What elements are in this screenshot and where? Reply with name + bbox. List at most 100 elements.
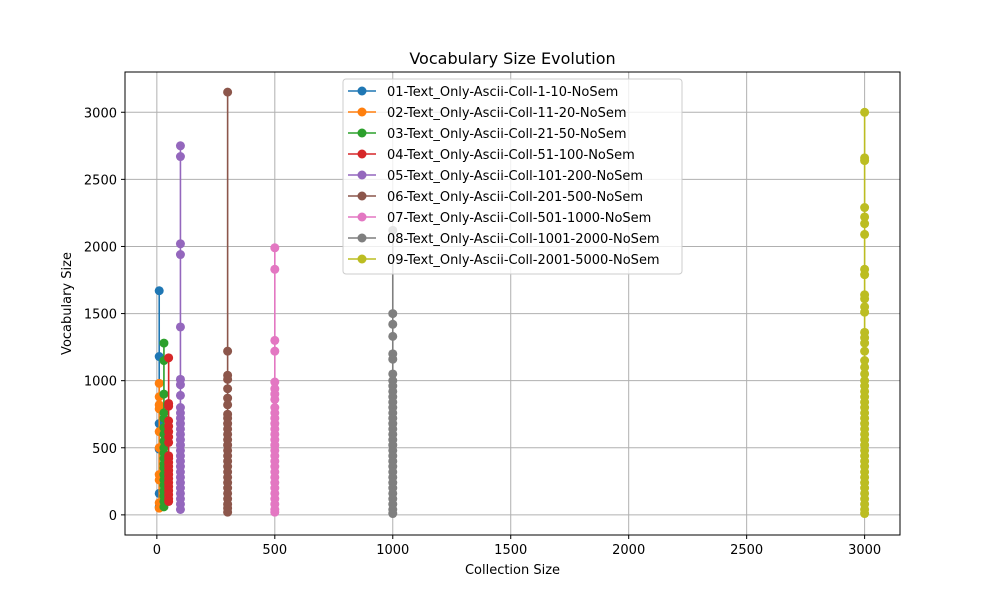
data-point bbox=[223, 346, 233, 356]
data-point bbox=[388, 369, 398, 379]
legend-label: 03-Text_Only-Ascii-Coll-21-50-NoSem bbox=[387, 127, 627, 142]
data-point bbox=[860, 229, 870, 239]
legend-marker bbox=[357, 86, 367, 96]
data-point bbox=[270, 243, 280, 253]
data-point bbox=[860, 338, 870, 348]
legend: 01-Text_Only-Ascii-Coll-1-10-NoSem 02-Tex… bbox=[342, 78, 683, 275]
legend-marker bbox=[357, 233, 367, 243]
series-9 bbox=[860, 107, 870, 519]
data-point bbox=[860, 270, 870, 280]
series-6 bbox=[223, 87, 233, 517]
legend-box bbox=[342, 78, 683, 275]
legend-marker bbox=[357, 128, 367, 138]
legend-marker bbox=[357, 170, 367, 180]
data-point bbox=[860, 219, 870, 229]
x-tick-label: 500 bbox=[262, 543, 287, 558]
legend-label: 09-Text_Only-Ascii-Coll-2001-5000-NoSem bbox=[387, 253, 660, 268]
legend-marker bbox=[357, 107, 367, 117]
legend-item: 02-Text_Only-Ascii-Coll-11-20-NoSem bbox=[348, 106, 627, 121]
data-point bbox=[388, 331, 398, 341]
data-point bbox=[223, 384, 233, 394]
legend-marker bbox=[357, 191, 367, 201]
x-tick-label: 1000 bbox=[376, 543, 409, 558]
data-point bbox=[175, 152, 185, 162]
x-tick-label: 1500 bbox=[494, 543, 527, 558]
legend-item: 06-Text_Only-Ascii-Coll-201-500-NoSem bbox=[348, 190, 643, 205]
legend-item: 03-Text_Only-Ascii-Coll-21-50-NoSem bbox=[348, 127, 627, 142]
x-axis-label: Collection Size bbox=[465, 563, 560, 578]
y-tick-label: 3000 bbox=[84, 106, 117, 121]
data-point bbox=[164, 437, 174, 447]
legend-item: 07-Text_Only-Ascii-Coll-501-1000-NoSem bbox=[348, 211, 651, 226]
legend-marker bbox=[357, 212, 367, 222]
data-point bbox=[270, 394, 280, 404]
data-point bbox=[860, 509, 870, 519]
y-tick-label: 500 bbox=[92, 442, 117, 457]
legend-item: 04-Text_Only-Ascii-Coll-51-100-NoSem bbox=[348, 148, 635, 163]
data-point bbox=[270, 335, 280, 345]
data-point bbox=[175, 239, 185, 249]
legend-marker bbox=[357, 149, 367, 159]
data-point bbox=[175, 141, 185, 151]
data-point bbox=[860, 369, 870, 379]
series-8 bbox=[388, 225, 398, 519]
y-axis-label: Vocabulary Size bbox=[60, 252, 75, 355]
data-point bbox=[223, 400, 233, 410]
data-point bbox=[164, 353, 174, 363]
data-point bbox=[164, 496, 174, 506]
y-tick-label: 0 bbox=[109, 509, 117, 524]
series-5 bbox=[175, 141, 185, 515]
data-point bbox=[159, 389, 169, 399]
legend-label: 04-Text_Only-Ascii-Coll-51-100-NoSem bbox=[387, 148, 635, 163]
data-point bbox=[860, 356, 870, 366]
data-point bbox=[860, 362, 870, 372]
y-tick-label: 1500 bbox=[84, 308, 117, 323]
data-point bbox=[223, 393, 233, 403]
data-point bbox=[388, 309, 398, 319]
legend-item: 05-Text_Only-Ascii-Coll-101-200-NoSem bbox=[348, 169, 643, 184]
legend-item: 08-Text_Only-Ascii-Coll-1001-2000-NoSem bbox=[348, 232, 660, 247]
plot-frame bbox=[124, 71, 901, 536]
series-4 bbox=[164, 353, 174, 506]
data-point bbox=[154, 286, 164, 296]
series-7 bbox=[270, 243, 280, 517]
data-point bbox=[860, 307, 870, 317]
y-tick-label: 1000 bbox=[84, 375, 117, 390]
data-point bbox=[860, 156, 870, 166]
y-tick-label: 2000 bbox=[84, 240, 117, 255]
data-point bbox=[860, 346, 870, 356]
data-point bbox=[388, 319, 398, 329]
data-point bbox=[175, 390, 185, 400]
data-point bbox=[223, 507, 233, 517]
data-point bbox=[860, 203, 870, 213]
legend-label: 07-Text_Only-Ascii-Coll-501-1000-NoSem bbox=[387, 211, 651, 226]
data-point bbox=[270, 507, 280, 517]
data-point bbox=[388, 509, 398, 519]
data-point bbox=[270, 264, 280, 274]
legend-item: 09-Text_Only-Ascii-Coll-2001-5000-NoSem bbox=[348, 253, 660, 268]
data-point bbox=[860, 107, 870, 117]
data-point bbox=[860, 294, 870, 304]
data-point bbox=[223, 87, 233, 97]
chart-title: Vocabulary Size Evolution bbox=[409, 49, 615, 68]
legend-label: 01-Text_Only-Ascii-Coll-1-10-NoSem bbox=[387, 85, 618, 100]
x-tick-label: 0 bbox=[153, 543, 161, 558]
legend-label: 05-Text_Only-Ascii-Coll-101-200-NoSem bbox=[387, 169, 643, 184]
x-tick-label: 2500 bbox=[730, 543, 763, 558]
x-tick-label: 2000 bbox=[612, 543, 645, 558]
x-tick-label: 3000 bbox=[848, 543, 881, 558]
data-point bbox=[860, 212, 870, 222]
legend-label: 02-Text_Only-Ascii-Coll-11-20-NoSem bbox=[387, 106, 627, 121]
data-point bbox=[154, 378, 164, 388]
data-point bbox=[164, 401, 174, 411]
data-point bbox=[270, 346, 280, 356]
data-point bbox=[388, 354, 398, 364]
data-point bbox=[223, 374, 233, 384]
y-tick-label: 2500 bbox=[84, 173, 117, 188]
legend-marker bbox=[357, 254, 367, 264]
x-axis-ticks: 0 500 1000 1500 2000 2500 3000 bbox=[153, 535, 881, 558]
data-point bbox=[159, 338, 169, 348]
legend-label: 06-Text_Only-Ascii-Coll-201-500-NoSem bbox=[387, 190, 643, 205]
data-point bbox=[175, 380, 185, 390]
